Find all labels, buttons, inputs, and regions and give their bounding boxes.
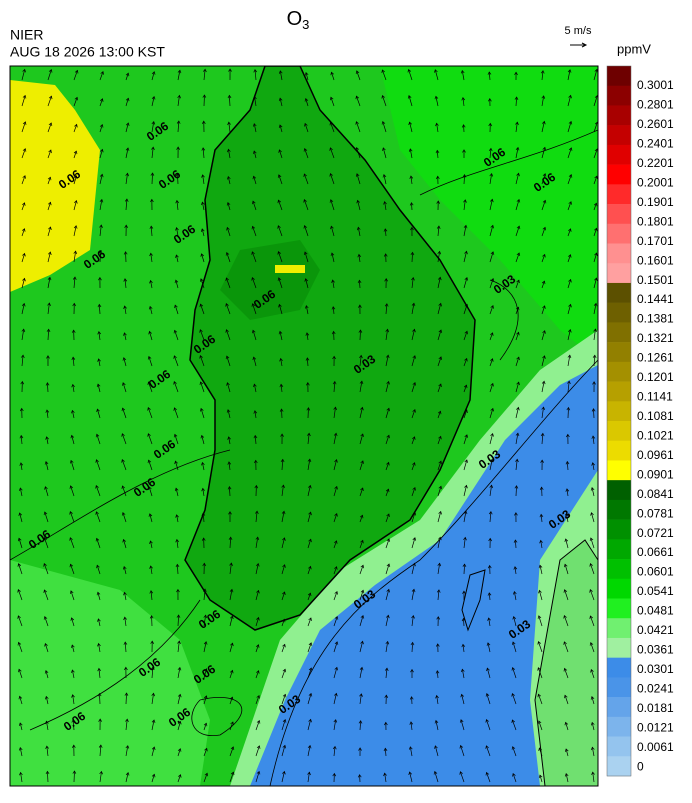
- colorbar-label: 0.2401: [637, 137, 674, 151]
- colorbar-swatch: [607, 204, 631, 224]
- hotspot: [275, 265, 305, 273]
- colorbar-swatch: [607, 756, 631, 776]
- colorbar-swatch: [607, 165, 631, 185]
- colorbar-label: 0.1081: [637, 409, 674, 423]
- colorbar-swatch: [607, 244, 631, 264]
- colorbar-label: 0.0901: [637, 467, 674, 481]
- colorbar-swatch: [607, 145, 631, 165]
- colorbar-swatch: [607, 480, 631, 500]
- title: O3: [287, 8, 310, 32]
- colorbar-swatch: [607, 322, 631, 342]
- colorbar-label: 0.0241: [637, 681, 674, 695]
- colorbar-label: 0.0361: [637, 643, 674, 657]
- colorbar-swatch: [607, 184, 631, 204]
- colorbar-label: 0.1441: [637, 292, 674, 306]
- colorbar-label: 0.1801: [637, 214, 674, 228]
- colorbar-swatch: [607, 66, 631, 86]
- colorbar-swatch: [607, 342, 631, 362]
- agency: NIER: [10, 27, 43, 43]
- colorbar-swatch: [607, 737, 631, 757]
- colorbar-swatch: [607, 677, 631, 697]
- colorbar-swatch: [607, 579, 631, 599]
- colorbar-label: 0.0301: [637, 662, 674, 676]
- colorbar-label: 0.0181: [637, 701, 674, 715]
- colorbar-label: 0.0601: [637, 565, 674, 579]
- colorbar-label: 0.0661: [637, 545, 674, 559]
- colorbar-label: 0.1701: [637, 234, 674, 248]
- colorbar-swatch: [607, 460, 631, 480]
- colorbar-label: 0.3001: [637, 78, 674, 92]
- colorbar-swatch: [607, 697, 631, 717]
- colorbar-swatch: [607, 618, 631, 638]
- colorbar-swatch: [607, 539, 631, 559]
- colorbar-label: 0.1141: [637, 390, 673, 404]
- colorbar-swatch: [607, 599, 631, 619]
- colorbar-swatch: [607, 717, 631, 737]
- map: [10, 66, 598, 786]
- colorbar-label: 0.0781: [637, 506, 674, 520]
- unit: ppmV: [617, 41, 651, 56]
- colorbar-swatch: [607, 86, 631, 106]
- colorbar-label: 0.1201: [637, 370, 674, 384]
- colorbar-label: 0.0121: [637, 720, 674, 734]
- colorbar-label: 0.0841: [637, 487, 674, 501]
- colorbar-label: 0.2601: [637, 117, 674, 131]
- colorbar-swatch: [607, 303, 631, 323]
- colorbar-swatch: [607, 382, 631, 402]
- colorbar-swatch: [607, 224, 631, 244]
- wind-scale: 5 m/s: [565, 25, 592, 37]
- colorbar-swatch: [607, 421, 631, 441]
- colorbar-label: 0.1321: [637, 331, 674, 345]
- colorbar: 0.3001 0.2801 0.2601 0.2401 0.2201 0.2001 0.19…: [607, 66, 674, 776]
- colorbar-label: 0.0721: [637, 526, 674, 540]
- colorbar-label: 0.2201: [637, 156, 674, 170]
- colorbar-swatch: [607, 362, 631, 382]
- colorbar-label: 0.1601: [637, 253, 674, 267]
- colorbar-swatch: [607, 283, 631, 303]
- colorbar-swatch: [607, 441, 631, 461]
- datetime: AUG 18 2026 13:00 KST: [10, 44, 165, 60]
- colorbar-label: 0.1381: [637, 312, 674, 326]
- colorbar-swatch: [607, 125, 631, 145]
- colorbar-swatch: [607, 105, 631, 125]
- colorbar-label: 0.0541: [637, 584, 674, 598]
- colorbar-label: 0.0481: [637, 604, 674, 618]
- colorbar-swatch: [607, 559, 631, 579]
- colorbar-swatch: [607, 520, 631, 540]
- colorbar-label: 0.0061: [637, 740, 674, 754]
- colorbar-label: 0.0421: [637, 623, 674, 637]
- colorbar-swatch: [607, 658, 631, 678]
- colorbar-label: 0.1901: [637, 195, 674, 209]
- colorbar-swatch: [607, 500, 631, 520]
- colorbar-label: 0.1021: [637, 428, 674, 442]
- colorbar-label: 0.0961: [637, 448, 674, 462]
- colorbar-swatch: [607, 401, 631, 421]
- colorbar-label: 0.2801: [637, 98, 674, 112]
- colorbar-swatch: [607, 263, 631, 283]
- colorbar-label: 0.2001: [637, 175, 674, 189]
- colorbar-label: 0: [637, 759, 644, 773]
- colorbar-swatch: [607, 638, 631, 658]
- colorbar-label: 0.1261: [637, 351, 674, 365]
- colorbar-label: 0.1501: [637, 273, 674, 287]
